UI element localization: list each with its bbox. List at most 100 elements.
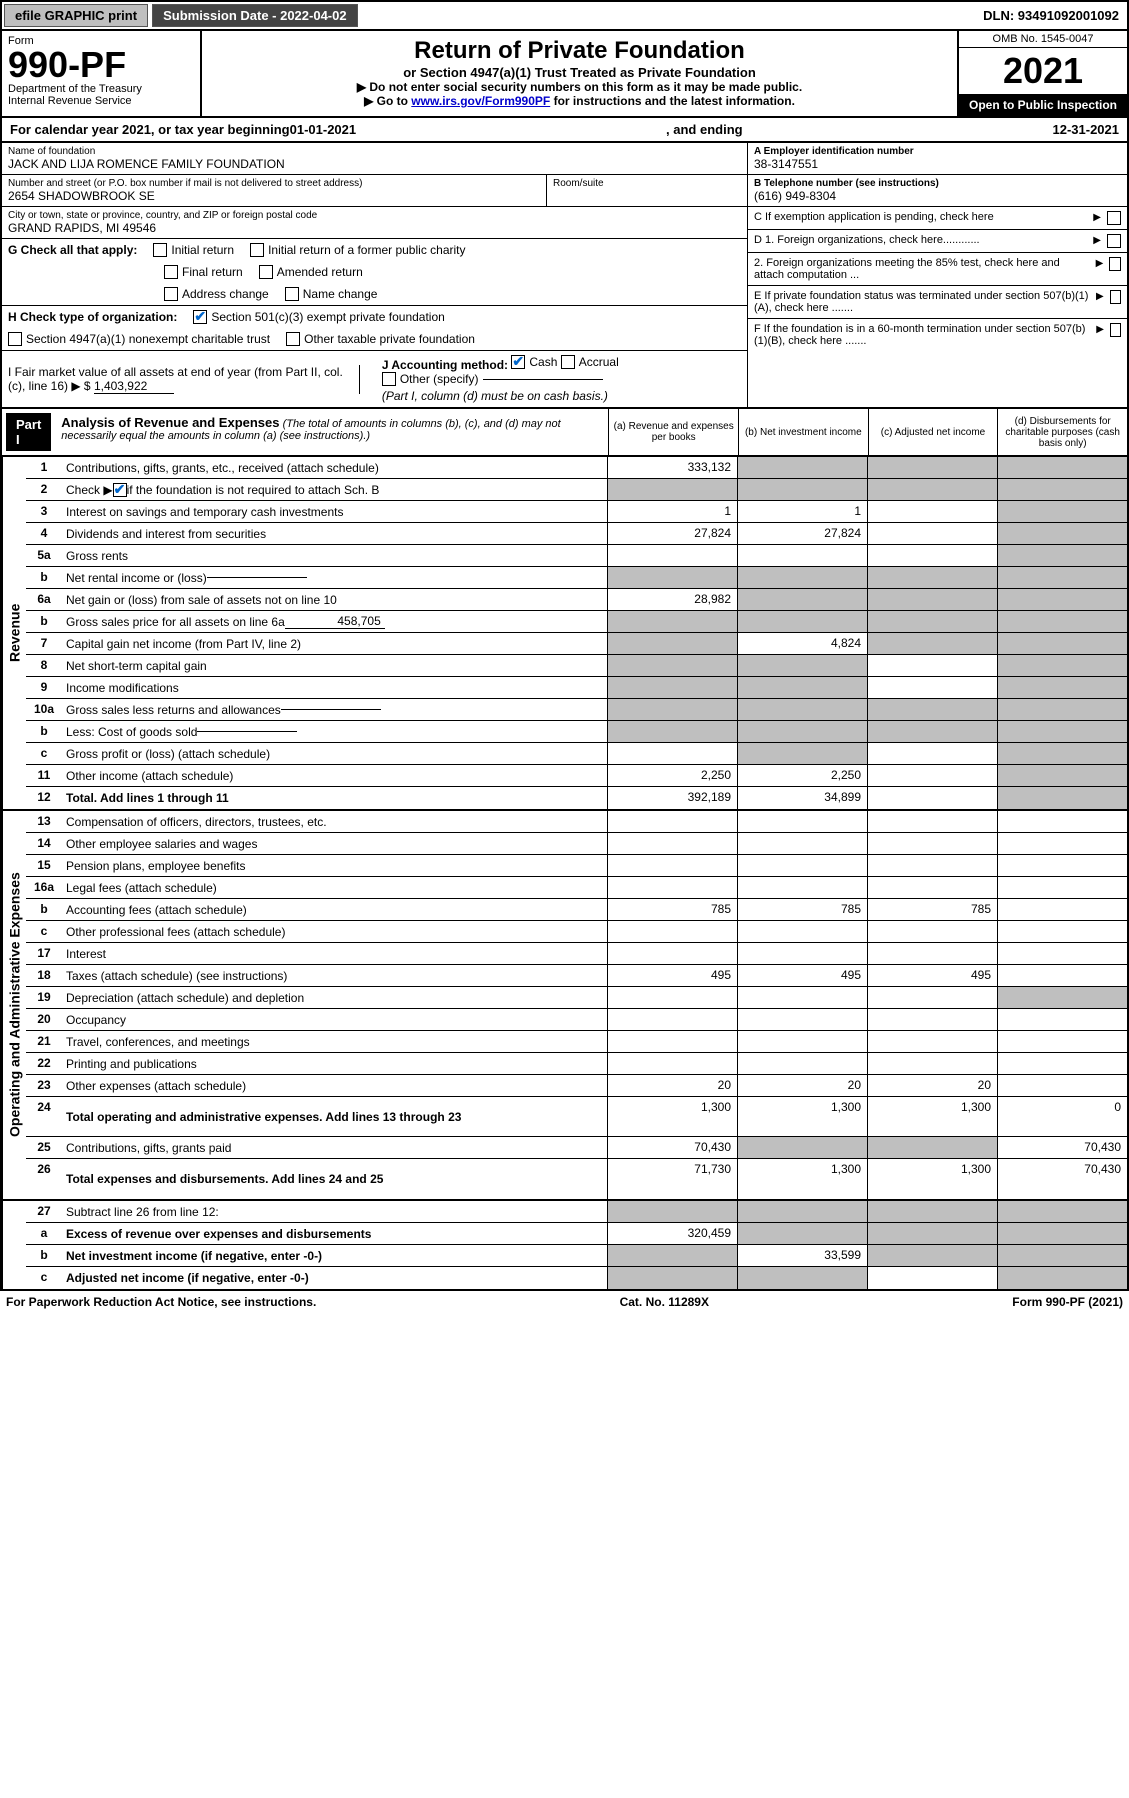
cell-c — [867, 1031, 997, 1052]
dept-treasury: Department of the Treasury — [8, 83, 194, 95]
part1-header: Part I Analysis of Revenue and Expenses … — [0, 409, 1129, 457]
efile-button[interactable]: efile GRAPHIC print — [4, 4, 148, 27]
d1-checkbox[interactable] — [1107, 234, 1121, 248]
row-num: 27 — [26, 1201, 62, 1222]
cell-c — [867, 699, 997, 720]
other-method-checkbox[interactable] — [382, 372, 396, 386]
initial-former-checkbox[interactable] — [250, 243, 264, 257]
header-left: Form 990-PF Department of the Treasury I… — [2, 31, 202, 116]
cell-c — [867, 633, 997, 654]
other-taxable-checkbox[interactable] — [286, 332, 300, 346]
row-num: 9 — [26, 677, 62, 698]
sch-b-checkbox[interactable] — [113, 483, 127, 497]
cell-b: 4,824 — [737, 633, 867, 654]
cell-b — [737, 545, 867, 566]
c-check-row: C If exemption application is pending, c… — [748, 207, 1127, 230]
revenue-table: Revenue 1Contributions, gifts, grants, e… — [0, 457, 1129, 811]
form-instructions-link[interactable]: www.irs.gov/Form990PF — [411, 94, 550, 108]
d2-checkbox[interactable] — [1109, 257, 1121, 271]
cell-b — [737, 811, 867, 832]
cell-d — [997, 479, 1127, 500]
amended-return-checkbox[interactable] — [259, 265, 273, 279]
cell-d — [997, 855, 1127, 876]
501c3-checkbox[interactable] — [193, 310, 207, 324]
cash-checkbox[interactable] — [511, 355, 525, 369]
cell-d — [997, 899, 1127, 920]
cell-b — [737, 877, 867, 898]
ani-label: Adjusted net income (if negative, enter … — [66, 1271, 309, 1285]
cell-b — [737, 457, 867, 478]
address-change-checkbox[interactable] — [164, 287, 178, 301]
cell-d — [997, 1201, 1127, 1222]
city-state-zip: GRAND RAPIDS, MI 49546 — [8, 221, 741, 235]
cell-c — [867, 1201, 997, 1222]
initial-return-checkbox[interactable] — [153, 243, 167, 257]
cell-c — [867, 855, 997, 876]
row-desc: Net investment income (if negative, ente… — [62, 1245, 607, 1266]
row-num: 10a — [26, 699, 62, 720]
cell-a — [607, 833, 737, 854]
opt-501c3: Section 501(c)(3) exempt private foundat… — [211, 310, 444, 324]
cell-d — [997, 699, 1127, 720]
name-change-checkbox[interactable] — [285, 287, 299, 301]
cell-d — [997, 987, 1127, 1008]
row-num: 22 — [26, 1053, 62, 1074]
row-desc: Dividends and interest from securities — [62, 523, 607, 544]
c-checkbox[interactable] — [1107, 211, 1121, 225]
f-checkbox[interactable] — [1110, 323, 1121, 337]
row-desc: Less: Cost of goods sold — [62, 721, 607, 742]
cell-c — [867, 655, 997, 676]
cell-c — [867, 611, 997, 632]
cell-a — [607, 943, 737, 964]
cell-b — [737, 1201, 867, 1222]
opt-cash: Cash — [529, 355, 557, 369]
row-desc: Gross sales price for all assets on line… — [62, 611, 607, 632]
cell-c — [867, 677, 997, 698]
ein-cell: A Employer identification number 38-3147… — [748, 143, 1127, 175]
cal-begin: 01-01-2021 — [290, 122, 357, 137]
cell-c — [867, 567, 997, 588]
row-desc: Printing and publications — [62, 1053, 607, 1074]
cell-b — [737, 1031, 867, 1052]
opt-name-change: Name change — [303, 287, 378, 301]
cell-c — [867, 479, 997, 500]
opt-former: Initial return of a former public charit… — [268, 243, 465, 257]
part1-desc: Analysis of Revenue and Expenses (The to… — [55, 409, 608, 448]
cell-c: 1,300 — [867, 1159, 997, 1199]
cell-a — [607, 633, 737, 654]
form-number: 990-PF — [8, 47, 194, 83]
opt-addr-change: Address change — [182, 287, 269, 301]
foundation-name: JACK AND LIJA ROMENCE FAMILY FOUNDATION — [8, 157, 741, 171]
desc-text: Gross sales less returns and allowances — [66, 703, 281, 717]
cell-c — [867, 987, 997, 1008]
f-label: F If the foundation is in a 60-month ter… — [754, 323, 1090, 347]
final-return-checkbox[interactable] — [164, 265, 178, 279]
row-num: b — [26, 721, 62, 742]
4947-checkbox[interactable] — [8, 332, 22, 346]
nii-label: Net investment income (if negative, ente… — [66, 1249, 322, 1263]
total-op-label: Total operating and administrative expen… — [66, 1110, 461, 1124]
row-num: b — [26, 899, 62, 920]
row-num: 13 — [26, 811, 62, 832]
cell-d: 0 — [997, 1097, 1127, 1136]
row-desc: Net rental income or (loss) — [62, 567, 607, 588]
cell-b: 785 — [737, 899, 867, 920]
row-desc: Net gain or (loss) from sale of assets n… — [62, 589, 607, 610]
check-post: if the foundation is not required to att… — [127, 483, 380, 497]
accrual-checkbox[interactable] — [561, 355, 575, 369]
cell-a — [607, 567, 737, 588]
cell-b — [737, 1053, 867, 1074]
cell-a — [607, 677, 737, 698]
f-check-row: F If the foundation is in a 60-month ter… — [748, 319, 1127, 351]
row-desc: Legal fees (attach schedule) — [62, 877, 607, 898]
part1-tag: Part I — [6, 413, 51, 451]
cell-b — [737, 833, 867, 854]
cell-a — [607, 1031, 737, 1052]
opt-4947: Section 4947(a)(1) nonexempt charitable … — [26, 332, 270, 346]
e-checkbox[interactable] — [1110, 290, 1121, 304]
row-num: 2 — [26, 479, 62, 500]
cell-a: 333,132 — [607, 457, 737, 478]
footer-mid: Cat. No. 11289X — [620, 1295, 709, 1309]
row-num: 19 — [26, 987, 62, 1008]
row-num: 16a — [26, 877, 62, 898]
